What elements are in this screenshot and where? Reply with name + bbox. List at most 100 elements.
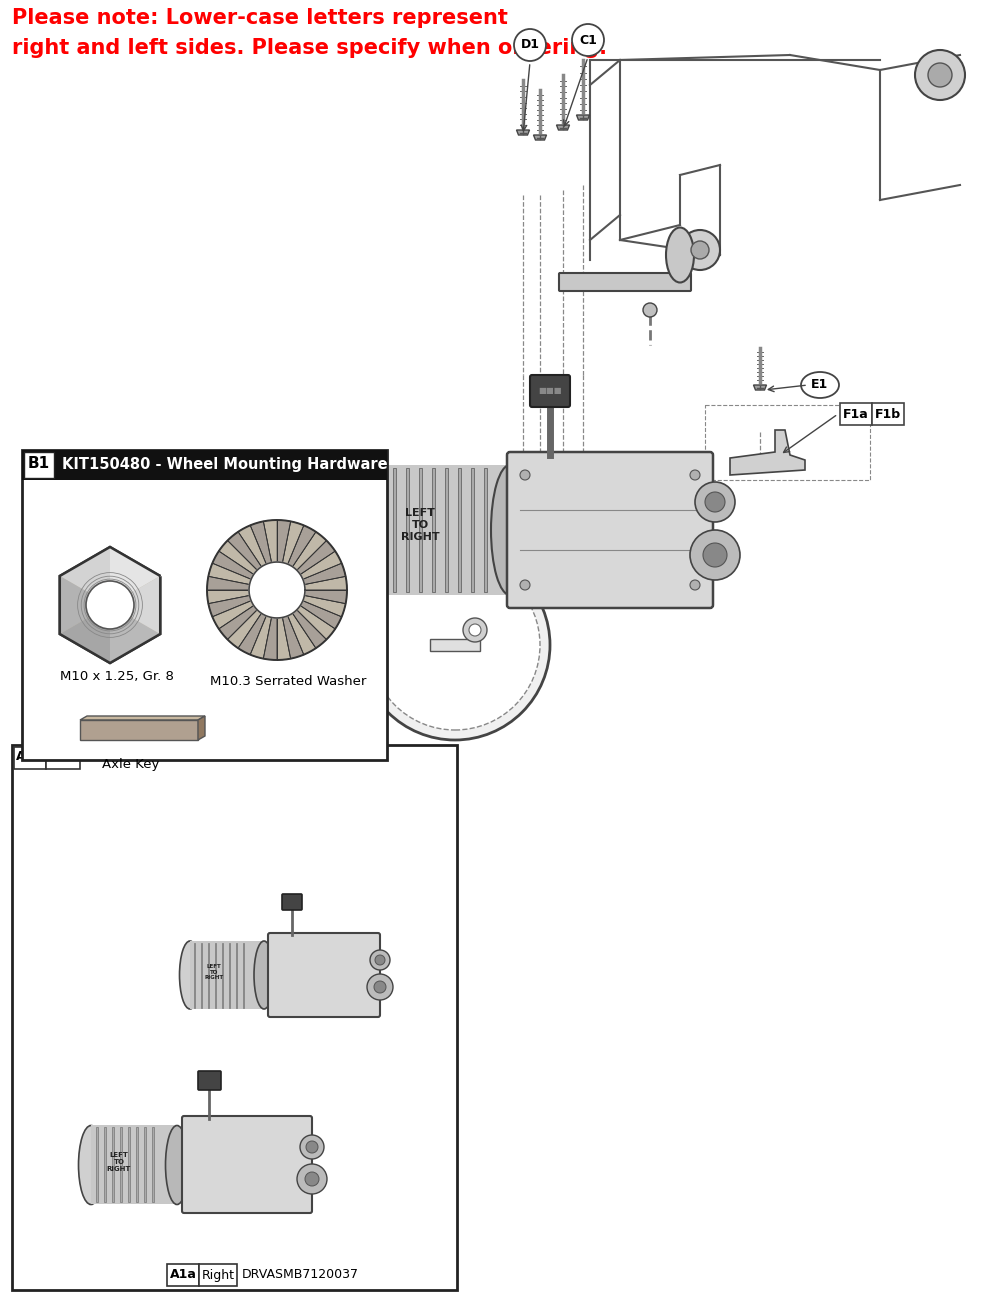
Text: DRVASMB7120037: DRVASMB7120037: [242, 1269, 359, 1281]
Circle shape: [514, 29, 546, 61]
Bar: [215, 942, 216, 1008]
Polygon shape: [263, 520, 277, 562]
Polygon shape: [304, 589, 347, 604]
Polygon shape: [249, 562, 305, 618]
Circle shape: [374, 982, 386, 993]
Circle shape: [690, 471, 700, 480]
Circle shape: [520, 580, 530, 589]
Ellipse shape: [350, 465, 390, 595]
Polygon shape: [534, 135, 546, 140]
Polygon shape: [297, 605, 335, 639]
Polygon shape: [80, 716, 205, 720]
Polygon shape: [282, 616, 304, 659]
Bar: [14, 748, 46, 769]
Bar: [144, 1127, 146, 1202]
Text: ■■■: ■■■: [538, 387, 562, 396]
Polygon shape: [303, 563, 346, 584]
Polygon shape: [212, 552, 254, 579]
Polygon shape: [60, 548, 110, 592]
Polygon shape: [288, 613, 316, 655]
Text: LEFT
TO
RIGHT: LEFT TO RIGHT: [204, 963, 224, 980]
Polygon shape: [300, 552, 342, 579]
Bar: [872, 403, 904, 425]
Polygon shape: [277, 617, 291, 660]
Circle shape: [703, 542, 727, 567]
Bar: [136, 1127, 138, 1202]
FancyBboxPatch shape: [198, 1070, 221, 1090]
Text: Axle Key: Axle Key: [102, 758, 159, 771]
Polygon shape: [132, 576, 160, 634]
Polygon shape: [293, 532, 326, 570]
Bar: [112, 1127, 114, 1202]
Text: DRVASMB7120036: DRVASMB7120036: [85, 750, 202, 763]
Circle shape: [680, 230, 720, 271]
Bar: [128, 1127, 130, 1202]
Polygon shape: [110, 548, 160, 592]
Polygon shape: [304, 576, 347, 589]
Text: LEFT
TO
RIGHT: LEFT TO RIGHT: [401, 508, 439, 541]
Text: KIT150480 - Wheel Mounting Hardware: KIT150480 - Wheel Mounting Hardware: [62, 456, 388, 472]
Polygon shape: [288, 525, 316, 567]
Bar: [96, 1127, 98, 1202]
Polygon shape: [208, 563, 251, 584]
Bar: [370, 465, 510, 595]
Bar: [458, 468, 461, 592]
Polygon shape: [250, 521, 272, 565]
Circle shape: [86, 582, 134, 629]
Text: Right: Right: [202, 1269, 234, 1281]
Bar: [167, 1264, 199, 1286]
Text: D1: D1: [520, 38, 540, 51]
Circle shape: [370, 559, 540, 731]
FancyBboxPatch shape: [507, 452, 713, 608]
Text: LEFT
TO
RIGHT: LEFT TO RIGHT: [107, 1151, 131, 1172]
Circle shape: [370, 950, 390, 970]
Polygon shape: [208, 596, 251, 617]
Polygon shape: [60, 548, 160, 663]
Text: right and left sides. Please specify when ordering.: right and left sides. Please specify whe…: [12, 38, 607, 58]
Bar: [380, 468, 383, 592]
Polygon shape: [228, 610, 261, 648]
Circle shape: [305, 1172, 319, 1185]
FancyBboxPatch shape: [268, 933, 380, 1017]
Circle shape: [690, 580, 700, 589]
Circle shape: [469, 623, 481, 637]
Text: C1: C1: [579, 34, 597, 47]
Bar: [406, 468, 409, 592]
FancyBboxPatch shape: [530, 375, 570, 406]
Polygon shape: [297, 541, 335, 575]
Bar: [393, 468, 396, 592]
Circle shape: [695, 482, 735, 521]
Bar: [190, 941, 264, 1009]
Circle shape: [463, 618, 487, 642]
Polygon shape: [212, 601, 254, 629]
Polygon shape: [60, 618, 110, 663]
Bar: [12, 745, 457, 1290]
Text: B1: B1: [28, 456, 50, 472]
Ellipse shape: [666, 227, 694, 282]
Bar: [46, 748, 80, 769]
Polygon shape: [110, 618, 160, 663]
Polygon shape: [250, 616, 272, 659]
Polygon shape: [277, 520, 291, 562]
Circle shape: [691, 240, 709, 259]
Polygon shape: [282, 521, 304, 565]
Bar: [24, 452, 54, 478]
Polygon shape: [228, 532, 261, 570]
Bar: [152, 1127, 154, 1202]
Polygon shape: [238, 525, 266, 567]
Circle shape: [705, 491, 725, 512]
Bar: [104, 1127, 106, 1202]
Text: M10 x 1.25, Gr. 8: M10 x 1.25, Gr. 8: [60, 670, 174, 684]
Circle shape: [520, 471, 530, 480]
Polygon shape: [516, 129, 530, 135]
Circle shape: [572, 24, 604, 56]
Bar: [484, 468, 487, 592]
Bar: [445, 468, 448, 592]
FancyBboxPatch shape: [559, 273, 691, 291]
Ellipse shape: [180, 941, 200, 1009]
Bar: [432, 468, 435, 592]
Ellipse shape: [166, 1125, 188, 1205]
Polygon shape: [207, 589, 250, 604]
Circle shape: [360, 550, 550, 740]
Polygon shape: [576, 115, 590, 120]
